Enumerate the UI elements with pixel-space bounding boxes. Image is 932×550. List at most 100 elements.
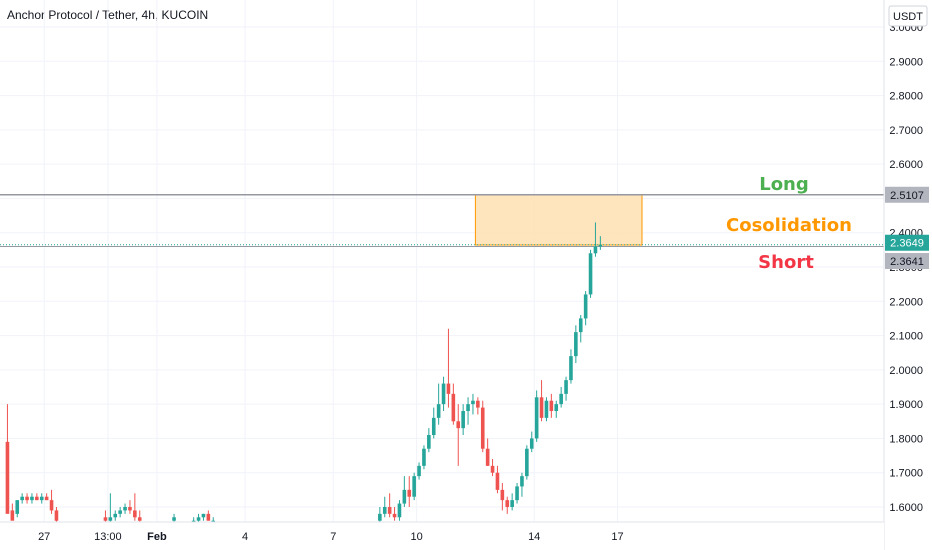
candle-body — [108, 517, 113, 521]
candle-body — [480, 407, 485, 449]
price-tag-bg — [885, 253, 929, 270]
candle-down — [25, 493, 29, 504]
time-tick-label: Feb — [147, 531, 167, 543]
candle-down — [549, 393, 554, 418]
candle-body — [172, 517, 176, 521]
candle-up — [118, 507, 122, 518]
candles-layer — [5, 222, 603, 525]
price-tag-long: 2.5107 — [885, 186, 929, 203]
price-tick-label: 1.8000 — [889, 433, 923, 445]
candle-body — [113, 513, 118, 518]
price-tag-label: 2.5107 — [890, 190, 924, 202]
candle-up — [378, 507, 382, 525]
price-tick-label: 2.8000 — [889, 91, 923, 103]
candle-body — [128, 507, 132, 511]
candle-down — [206, 510, 211, 521]
candle-body — [500, 489, 505, 501]
candle-body — [387, 507, 392, 514]
candle-up — [574, 325, 578, 363]
candle-body — [529, 438, 534, 449]
price-tag-label: 2.3641 — [890, 256, 924, 268]
candle-body — [201, 513, 206, 518]
candle-down — [456, 404, 461, 466]
price-tick-label: 1.9000 — [889, 399, 923, 411]
candle-up — [113, 510, 118, 521]
candle-body — [598, 244, 603, 247]
candle-body — [133, 510, 137, 518]
candle-up — [427, 428, 431, 453]
price-tag-bg — [885, 186, 929, 203]
candle-body — [441, 383, 446, 405]
price-tick-label: 2.6000 — [889, 159, 923, 171]
candle-body — [456, 421, 461, 429]
price-tag-label: 2.3649 — [890, 238, 924, 250]
candle-body — [476, 400, 480, 408]
candle-down — [54, 507, 59, 525]
candle-body — [382, 507, 387, 514]
candle-body — [30, 496, 34, 501]
candle-up — [529, 431, 534, 453]
annotations-layer: Long Cosolidation Short — [726, 174, 852, 273]
time-tick-label: 27 — [38, 531, 50, 543]
candle-up — [436, 383, 441, 425]
candle-body — [466, 404, 470, 411]
candle-up — [382, 496, 387, 518]
candle-body — [569, 356, 573, 381]
candle-down — [505, 496, 510, 514]
candle-down — [10, 503, 15, 521]
candle-up — [559, 387, 563, 408]
candle-body — [402, 489, 407, 504]
candle-body — [407, 489, 412, 497]
candle-up — [583, 291, 588, 326]
candle-body — [544, 400, 549, 418]
candle-down — [451, 383, 456, 425]
candle-body — [49, 500, 54, 511]
candle-down — [490, 459, 495, 477]
candle-body — [485, 448, 490, 466]
candle-up — [588, 249, 593, 298]
candle-body — [35, 496, 39, 501]
time-axis: 27 13:00 Feb 4 7 10 14 17 — [38, 531, 624, 543]
candle-up — [402, 476, 407, 507]
candle-up — [15, 500, 20, 518]
short-annotation: Short — [758, 252, 814, 273]
candle-up — [123, 503, 127, 514]
time-tick-label: 17 — [611, 531, 623, 543]
candle-body — [431, 417, 436, 435]
candle-down — [5, 404, 10, 514]
time-tick-label: 14 — [528, 531, 540, 543]
candle-body — [422, 448, 426, 466]
candle-up — [525, 445, 529, 480]
candle-up — [412, 472, 416, 501]
candle-body — [549, 400, 554, 411]
candle-up — [569, 349, 573, 384]
price-tick-label: 1.6000 — [889, 502, 923, 514]
candle-up — [201, 513, 206, 521]
price-tags: 2.5107 2.3649 2.3641 — [885, 186, 929, 270]
candle-body — [539, 397, 544, 418]
time-axis-bg — [0, 522, 884, 550]
candle-up — [471, 393, 475, 415]
candle-up — [417, 462, 421, 480]
candle-body — [520, 476, 524, 487]
candle-body — [495, 472, 500, 490]
candle-up — [593, 222, 598, 257]
candle-up — [554, 400, 559, 418]
candle-down — [476, 397, 480, 415]
price-axis: 3.00002.90002.80002.70002.60002.50002.40… — [889, 22, 923, 514]
candle-body — [54, 510, 59, 521]
candle-down — [539, 380, 544, 422]
candle-body — [103, 517, 108, 521]
candle-down — [35, 493, 39, 501]
candle-body — [137, 517, 142, 521]
candle-up — [578, 315, 583, 343]
candle-body — [471, 400, 475, 405]
candle-up — [397, 500, 402, 521]
candle-body — [451, 393, 456, 422]
candle-body — [44, 496, 49, 501]
candle-body — [10, 510, 15, 521]
candle-up — [520, 472, 524, 497]
currency-button[interactable]: USDT — [888, 5, 928, 27]
long-annotation: Long — [759, 174, 809, 195]
